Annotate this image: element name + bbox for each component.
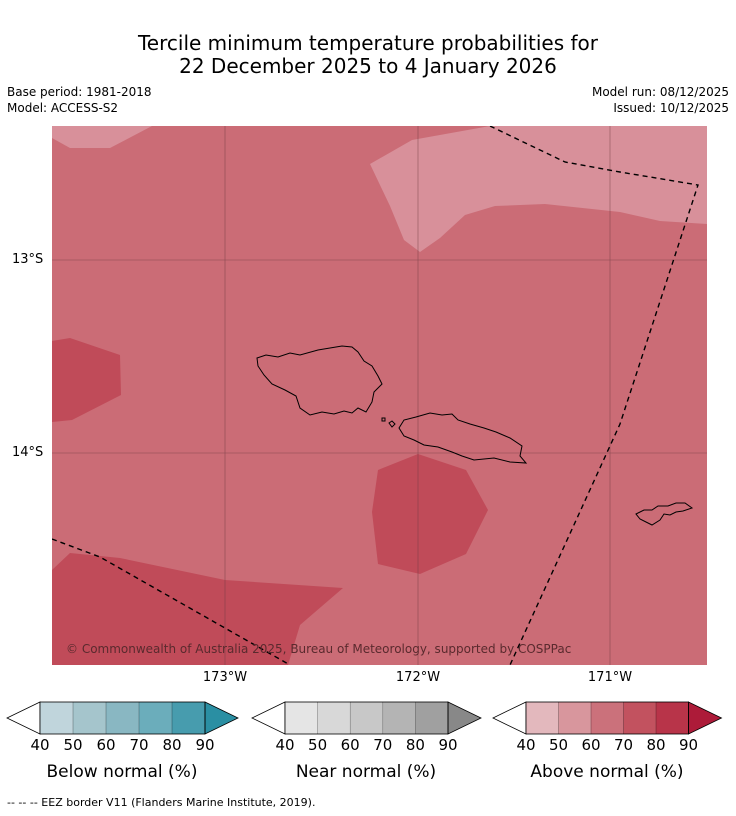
above-normal-label: Above normal (%) — [530, 762, 684, 782]
near-colorbar-tick: 70 — [373, 736, 393, 754]
below-colorbar-tick: 70 — [129, 736, 149, 754]
above-colorbar-tick: 40 — [516, 736, 536, 754]
region-above-70-80-west — [52, 338, 121, 422]
near-colorbar-tick: 60 — [340, 736, 360, 754]
chart-title-line-2: 22 December 2025 to 4 January 2026 — [179, 54, 557, 78]
above-colorbar-tick: 50 — [548, 736, 569, 754]
near-colorbar-segment — [350, 702, 383, 734]
issued-date: Issued: 10/12/2025 — [613, 101, 729, 115]
region-above-50-60-top — [370, 126, 707, 252]
above-colorbar-tick: 90 — [678, 736, 699, 754]
near-colorbar-segment — [285, 702, 318, 734]
model-run: Model run: 08/12/2025 — [591, 85, 729, 99]
below-colorbar-tick: 40 — [30, 736, 50, 754]
manono-islet — [388, 420, 396, 428]
above-colorbar-outline — [525, 701, 689, 735]
map-gridlines — [52, 126, 707, 665]
near-colorbar-over-triangle — [447, 701, 482, 735]
eez-border — [52, 126, 699, 665]
below-colorbar-under-triangle — [6, 701, 41, 735]
above-colorbar-over-triangle — [688, 701, 723, 735]
below-normal-label: Below normal (%) — [46, 762, 198, 782]
near-normal-label: Near normal (%) — [295, 762, 437, 782]
below-colorbar-segment — [139, 702, 172, 734]
below-colorbar-tick: 50 — [63, 736, 83, 754]
lat-label-14s: 14°S — [12, 445, 44, 460]
above-colorbar-under-triangle — [492, 701, 527, 735]
below-colorbar-segment — [73, 702, 106, 734]
lat-label-13s: 13°S — [12, 252, 44, 267]
apolima-islet — [381, 417, 386, 422]
base-period: Base period: 1981-2018 — [7, 85, 152, 99]
above-colorbar-segment — [558, 702, 591, 734]
above-colorbar-tick: 60 — [581, 736, 601, 754]
near-colorbar-tick: 90 — [438, 736, 458, 754]
near-colorbar-tick: 80 — [405, 736, 425, 754]
island-coastlines — [256, 345, 694, 526]
region-above-50-60-corner — [52, 126, 152, 148]
savaii-island — [256, 345, 383, 416]
below-colorbar-outline — [39, 701, 206, 735]
colorbars — [6, 701, 723, 735]
copyright-notice: © Commonwealth of Australia 2025, Bureau… — [66, 642, 572, 656]
below-colorbar-tick: 60 — [96, 736, 116, 754]
below-colorbar-tick: 90 — [195, 736, 215, 754]
above-colorbar-segment — [623, 702, 656, 734]
near-colorbar-segment — [415, 702, 448, 734]
lon-label-173w: 173°W — [202, 670, 248, 685]
above-colorbar-segment — [526, 702, 559, 734]
below-colorbar-segment — [40, 702, 73, 734]
above-colorbar-segment — [656, 702, 689, 734]
below-colorbar-segment — [106, 702, 139, 734]
below-colorbar-tick: 80 — [162, 736, 182, 754]
near-colorbar-tick: 40 — [275, 736, 295, 754]
above-colorbar-tick: 80 — [646, 736, 666, 754]
region-above-70-80-southwest — [52, 553, 343, 665]
chart-title-line-1: Tercile minimum temperature probabilitie… — [137, 31, 599, 55]
lon-label-172w: 172°W — [395, 670, 441, 685]
upolu-island — [398, 412, 528, 464]
near-colorbar-under-triangle — [251, 701, 286, 735]
eez-footnote: -- -- -- EEZ border V11 (Flanders Marine… — [7, 796, 316, 809]
above-colorbar-tick: 70 — [613, 736, 634, 754]
above-colorbar-segment — [591, 702, 624, 734]
near-colorbar-segment — [317, 702, 351, 734]
below-colorbar-segment — [172, 702, 205, 734]
near-colorbar-tick: 50 — [308, 736, 328, 754]
near-colorbar-segment — [382, 702, 416, 734]
near-colorbar-outline — [284, 701, 449, 735]
lon-label-171w: 171°W — [587, 670, 633, 685]
region-above-70-80-centre — [372, 454, 488, 574]
tutuila-island — [635, 502, 694, 526]
model-name: Model: ACCESS-S2 — [7, 101, 119, 115]
below-colorbar-over-triangle — [204, 701, 239, 735]
